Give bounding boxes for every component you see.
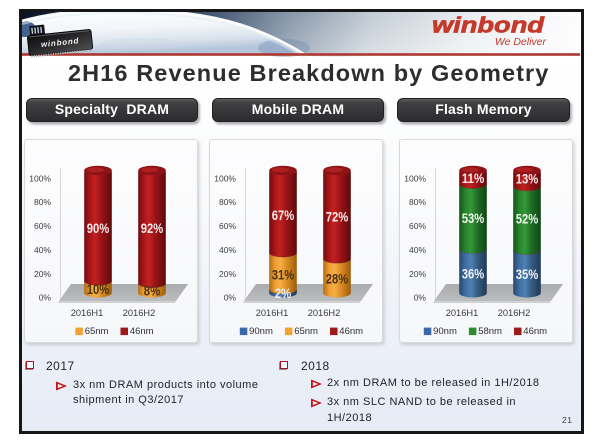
svg-text:2016H1: 2016H1: [71, 308, 104, 318]
svg-text:65nm: 65nm: [85, 326, 109, 337]
svg-text:2016H2: 2016H2: [308, 308, 341, 318]
svg-text:40%: 40%: [219, 245, 236, 255]
svg-text:46nm: 46nm: [339, 326, 363, 337]
svg-text:100%: 100%: [404, 173, 426, 183]
svg-text:28%: 28%: [326, 272, 349, 287]
svg-text:2016H2: 2016H2: [123, 308, 156, 318]
svg-text:We Deliver: We Deliver: [495, 36, 547, 48]
svg-text:80%: 80%: [34, 197, 51, 207]
svg-text:2016H1: 2016H1: [256, 308, 289, 318]
svg-text:100%: 100%: [214, 173, 236, 183]
svg-text:20%: 20%: [34, 269, 51, 279]
svg-text:60%: 60%: [34, 221, 51, 231]
svg-text:35%: 35%: [516, 267, 539, 282]
svg-text:8%: 8%: [144, 284, 161, 299]
svg-text:13%: 13%: [516, 172, 539, 187]
svg-text:2016H1: 2016H1: [446, 308, 479, 318]
svg-text:2016H2: 2016H2: [498, 308, 531, 318]
svg-text:65nm: 65nm: [294, 326, 318, 337]
svg-text:46nm: 46nm: [130, 326, 154, 337]
svg-text:40%: 40%: [34, 245, 51, 255]
svg-text:90nm: 90nm: [249, 326, 273, 337]
svg-text:100%: 100%: [29, 173, 51, 183]
svg-text:90nm: 90nm: [433, 326, 457, 337]
svg-text:11%: 11%: [462, 171, 485, 186]
svg-text:58nm: 58nm: [478, 326, 502, 337]
svg-text:80%: 80%: [219, 197, 236, 207]
svg-text:46nm: 46nm: [523, 326, 547, 337]
svg-text:20%: 20%: [409, 269, 426, 279]
svg-text:winbond: winbond: [432, 13, 545, 38]
svg-text:0%: 0%: [224, 293, 237, 303]
svg-text:2%: 2%: [275, 286, 292, 301]
svg-text:0%: 0%: [414, 293, 427, 303]
svg-text:92%: 92%: [141, 221, 164, 236]
svg-text:36%: 36%: [462, 267, 485, 282]
svg-text:52%: 52%: [516, 212, 539, 227]
svg-text:0%: 0%: [39, 293, 52, 303]
svg-text:10%: 10%: [87, 282, 110, 297]
svg-text:40%: 40%: [409, 245, 426, 255]
svg-text:winbond: winbond: [40, 36, 80, 49]
svg-text:53%: 53%: [462, 211, 485, 226]
svg-text:60%: 60%: [219, 221, 236, 231]
svg-text:20%: 20%: [219, 269, 236, 279]
svg-text:90%: 90%: [87, 221, 110, 236]
svg-text:67%: 67%: [272, 208, 295, 223]
svg-text:60%: 60%: [409, 221, 426, 231]
svg-text:72%: 72%: [326, 210, 349, 225]
svg-text:80%: 80%: [409, 197, 426, 207]
svg-text:31%: 31%: [272, 268, 295, 283]
